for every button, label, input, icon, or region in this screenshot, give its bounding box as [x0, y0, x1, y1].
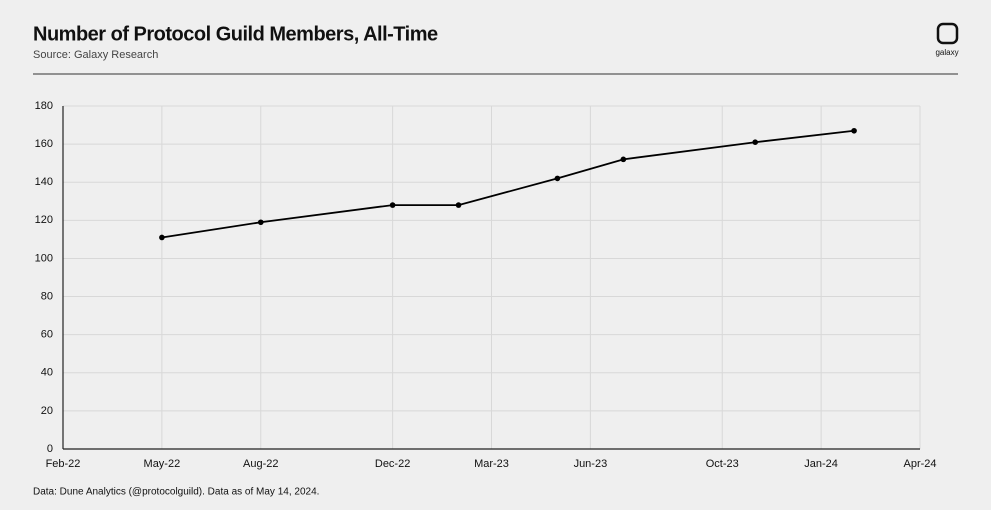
chart-subtitle: Source: Galaxy Research: [33, 49, 158, 61]
y-tick-label: 60: [41, 329, 53, 341]
chart-title: Number of Protocol Guild Members, All-Ti…: [33, 23, 438, 45]
point: [752, 139, 758, 146]
logo-text: galaxy: [935, 48, 958, 57]
y-tick-label: 140: [35, 176, 53, 188]
x-tick-label: Apr-24: [903, 458, 936, 470]
y-tick-label: 100: [35, 252, 53, 264]
y-tick-label: 40: [41, 367, 53, 379]
y-tick-label: 180: [35, 100, 53, 112]
x-tick-label: Jan-24: [804, 458, 838, 470]
y-tick-label: 0: [47, 443, 53, 455]
x-tick-label: Oct-23: [706, 458, 739, 470]
point: [455, 202, 462, 208]
footnote: Data: Dune Analytics (@protocolguild). D…: [33, 487, 319, 498]
point: [851, 127, 857, 134]
x-tick-label: Dec-22: [375, 458, 410, 470]
x-tick-label: May-22: [144, 458, 181, 470]
y-tick-label: 160: [35, 138, 53, 150]
point: [620, 156, 627, 163]
y-tick-label: 120: [35, 214, 53, 226]
y-tick-label: 80: [41, 290, 53, 302]
x-tick-label: Feb-22: [46, 458, 81, 470]
point: [554, 175, 561, 182]
x-tick-label: Aug-22: [243, 458, 278, 470]
x-tick-label: Mar-23: [474, 458, 509, 470]
logo-mark: [936, 22, 959, 45]
point: [159, 234, 165, 241]
line: [161, 129, 855, 239]
y-tick-label: 20: [41, 405, 53, 417]
point: [389, 202, 396, 208]
x-tick-label: Jun-23: [574, 458, 608, 470]
point: [257, 219, 264, 226]
